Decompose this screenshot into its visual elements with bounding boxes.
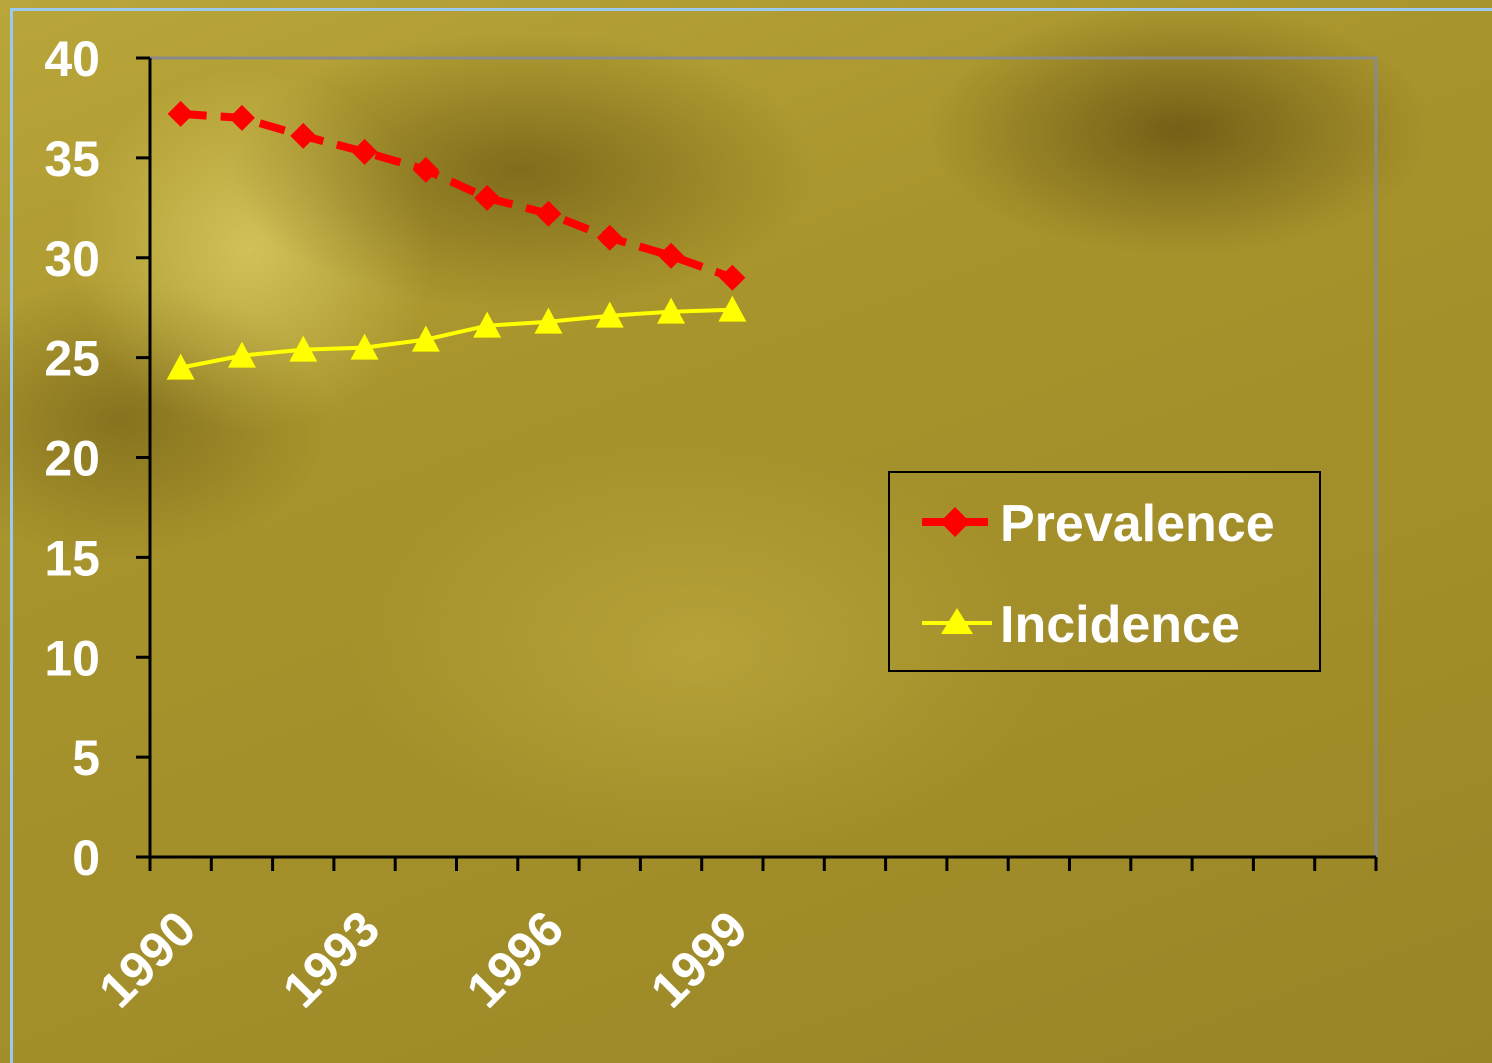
legend-incidence-label: Incidence xyxy=(1000,596,1240,654)
legend-box xyxy=(888,471,1321,672)
y-tick-label: 25 xyxy=(44,331,100,387)
prevalence-point xyxy=(596,224,623,251)
incidence-point xyxy=(534,307,563,334)
prevalence-point xyxy=(167,100,194,127)
legend-prevalence-label: Prevalence xyxy=(1000,495,1275,553)
incidence-series-line xyxy=(180,307,733,370)
y-tick-label: 5 xyxy=(72,730,100,786)
x-tick-label: 1996 xyxy=(456,900,574,1018)
incidence-point xyxy=(289,335,318,362)
y-tick-label: 15 xyxy=(44,530,100,586)
x-axis: 1990 1993 1996 1999 xyxy=(88,855,1378,1018)
plot-area xyxy=(148,56,1378,859)
y-tick-label: 40 xyxy=(44,31,100,87)
prevalence-point xyxy=(290,122,317,149)
x-tick-label: 1999 xyxy=(640,900,758,1018)
prevalence-series-line xyxy=(180,109,734,282)
y-axis: 0 5 10 15 20 25 30 35 40 xyxy=(44,31,152,886)
y-tick-label: 35 xyxy=(44,131,100,187)
incidence-point xyxy=(718,295,747,322)
incidence-point xyxy=(411,325,440,352)
x-tick-label: 1990 xyxy=(88,900,206,1018)
legend-incidence-marker xyxy=(941,608,973,634)
y-tick-label: 20 xyxy=(44,431,100,487)
prevalence-point xyxy=(658,242,685,269)
incidence-point xyxy=(350,333,379,360)
prevalence-point xyxy=(719,264,746,291)
prevalence-point xyxy=(228,104,255,131)
prevalence-point xyxy=(535,200,562,227)
incidence-point xyxy=(166,353,195,380)
incidence-point xyxy=(473,311,502,338)
incidence-point xyxy=(657,297,686,324)
incidence-point xyxy=(227,341,256,368)
x-tick-label: 1993 xyxy=(272,900,390,1018)
legend: Prevalence Incidence xyxy=(888,471,1321,672)
y-tick-label: 10 xyxy=(44,630,100,686)
y-tick-label: 0 xyxy=(72,830,100,886)
prevalence-point xyxy=(412,156,439,183)
slide-frame xyxy=(10,8,1492,1063)
legend-prevalence-marker xyxy=(940,507,970,537)
prevalence-point xyxy=(351,138,378,165)
prevalence-point xyxy=(474,184,501,211)
incidence-point xyxy=(595,301,624,328)
series-layer xyxy=(166,100,747,380)
y-tick-label: 30 xyxy=(44,231,100,287)
